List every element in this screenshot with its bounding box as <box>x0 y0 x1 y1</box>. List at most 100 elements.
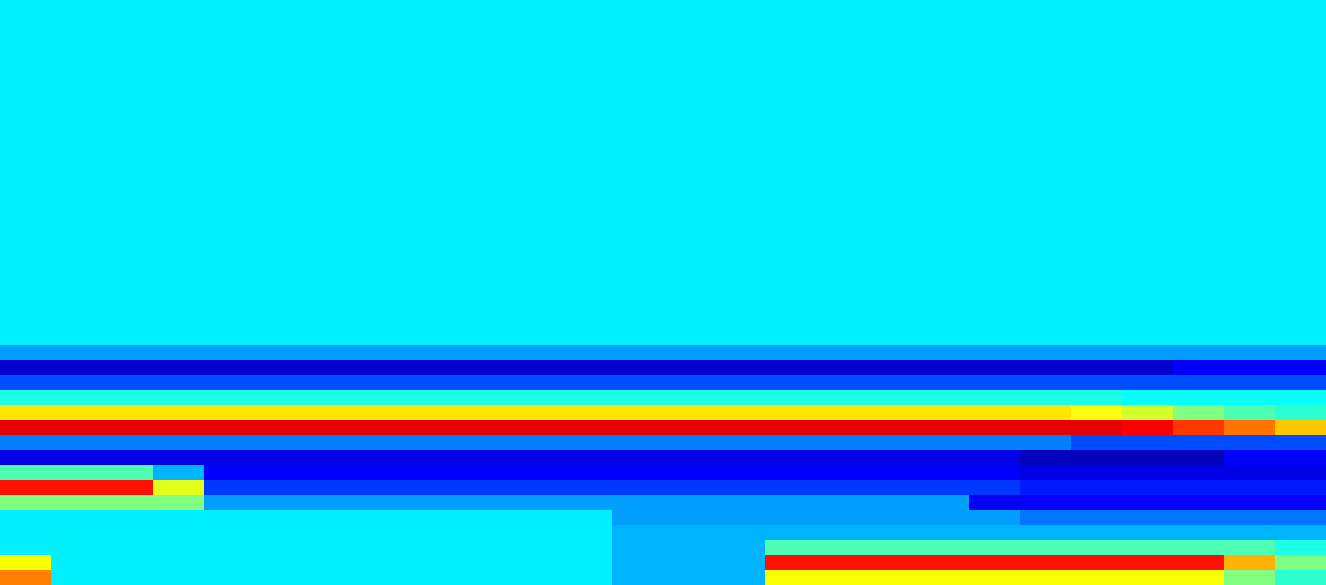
heatmap-cell <box>765 570 817 585</box>
heatmap-cell <box>1224 195 1276 211</box>
heatmap-cell <box>714 60 766 76</box>
heatmap-cell <box>255 225 307 241</box>
heatmap-cell <box>0 390 52 406</box>
heatmap-cell <box>51 450 103 466</box>
heatmap-cell <box>204 180 256 196</box>
heatmap-cell <box>969 330 1021 346</box>
heatmap-cell <box>255 435 307 451</box>
heatmap-cell <box>612 480 664 496</box>
heatmap-cell <box>357 540 409 556</box>
heatmap-cell <box>1122 225 1174 241</box>
heatmap-cell <box>204 15 256 31</box>
heatmap-cell <box>969 240 1021 256</box>
heatmap-cell <box>1173 165 1225 181</box>
heatmap-cell <box>1020 525 1072 541</box>
heatmap-cell <box>1071 375 1123 391</box>
heatmap-cell <box>1020 510 1072 526</box>
heatmap-cell <box>153 360 205 376</box>
heatmap-cell <box>1173 330 1225 346</box>
heatmap-cell <box>561 105 613 121</box>
heatmap-cell <box>918 465 970 481</box>
heatmap-cell <box>663 0 715 16</box>
heatmap-cell <box>0 45 52 61</box>
heatmap-cell <box>459 210 511 226</box>
heatmap-cell <box>816 450 868 466</box>
heatmap-cell <box>1020 30 1072 46</box>
heatmap-cell <box>255 420 307 436</box>
heatmap-cell <box>816 240 868 256</box>
heatmap-cell <box>459 120 511 136</box>
heatmap-cell <box>306 495 358 511</box>
heatmap-cell <box>1173 195 1225 211</box>
heatmap-cell <box>1071 495 1123 511</box>
heatmap-cell <box>612 45 664 61</box>
heatmap-cell <box>153 225 205 241</box>
heatmap-cell <box>306 360 358 376</box>
heatmap-cell <box>663 345 715 361</box>
heatmap-cell <box>612 495 664 511</box>
heatmap-cell <box>0 405 52 421</box>
heatmap-cell <box>918 180 970 196</box>
heatmap-cell <box>1071 510 1123 526</box>
heatmap-cell <box>765 390 817 406</box>
heatmap-cell <box>408 270 460 286</box>
heatmap-cell <box>969 90 1021 106</box>
heatmap-cell <box>918 540 970 556</box>
heatmap-cell <box>612 450 664 466</box>
heatmap-cell <box>102 480 154 496</box>
heatmap-cell <box>612 315 664 331</box>
heatmap-cell <box>408 135 460 151</box>
heatmap-cell <box>204 0 256 16</box>
heatmap-cell <box>153 60 205 76</box>
heatmap-cell <box>102 390 154 406</box>
heatmap-cell <box>102 510 154 526</box>
heatmap-cell <box>1173 315 1225 331</box>
heatmap-cell <box>51 30 103 46</box>
heatmap-cell <box>612 510 664 526</box>
heatmap-cell <box>816 225 868 241</box>
heatmap-cell <box>765 375 817 391</box>
heatmap-cell <box>561 375 613 391</box>
heatmap-cell <box>306 510 358 526</box>
heatmap-cell <box>969 120 1021 136</box>
heatmap-cell <box>51 15 103 31</box>
heatmap-cell <box>1173 180 1225 196</box>
heatmap-cell <box>1224 375 1276 391</box>
heatmap-cell <box>204 120 256 136</box>
heatmap-cell <box>663 315 715 331</box>
heatmap-cell <box>612 435 664 451</box>
heatmap-cell <box>153 180 205 196</box>
heatmap-cell <box>408 450 460 466</box>
heatmap-cell <box>765 165 817 181</box>
heatmap-cell <box>1224 75 1276 91</box>
heatmap-cell <box>918 75 970 91</box>
heatmap-cell <box>867 540 919 556</box>
heatmap-cell <box>306 240 358 256</box>
heatmap-cell <box>153 480 205 496</box>
heatmap-cell <box>714 135 766 151</box>
heatmap-cell <box>1173 570 1225 585</box>
heatmap-cell <box>663 450 715 466</box>
heatmap-cell <box>561 240 613 256</box>
heatmap-cell <box>561 330 613 346</box>
heatmap-cell <box>867 555 919 571</box>
heatmap-cell <box>612 465 664 481</box>
heatmap-cell <box>1071 0 1123 16</box>
heatmap-cell <box>255 270 307 286</box>
heatmap-cell <box>663 570 715 585</box>
heatmap-cell <box>612 0 664 16</box>
heatmap-cell <box>357 45 409 61</box>
heatmap-cell <box>102 15 154 31</box>
heatmap-cell <box>1122 480 1174 496</box>
heatmap-cell <box>816 150 868 166</box>
heatmap-cell <box>357 0 409 16</box>
heatmap-cell <box>510 510 562 526</box>
heatmap-cell <box>0 255 52 271</box>
heatmap-cell <box>255 120 307 136</box>
heatmap-cell <box>816 555 868 571</box>
heatmap-cell <box>306 165 358 181</box>
heatmap-cell <box>408 75 460 91</box>
heatmap-cell <box>765 105 817 121</box>
heatmap-cell <box>1275 30 1326 46</box>
heatmap-cell <box>1071 120 1123 136</box>
